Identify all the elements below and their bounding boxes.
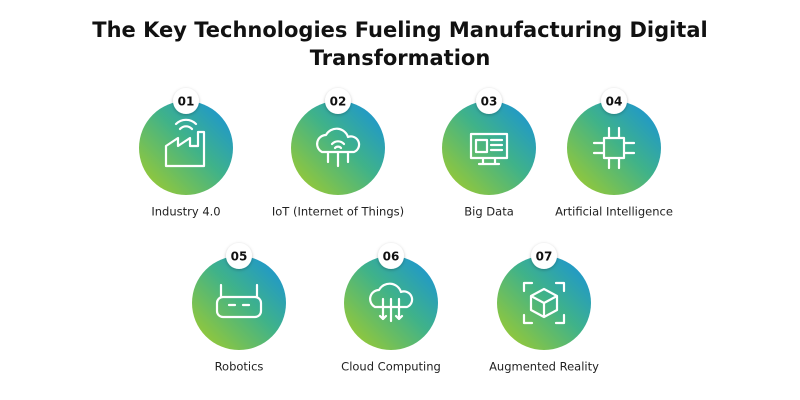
number-badge [173,88,199,114]
tech-label: Cloud Computing [341,360,441,374]
tech-card: 01 Industry 4.0 [139,88,233,219]
number-badge [378,243,404,269]
tech-label: Robotics [215,360,264,374]
tech-card: 03 Big Data [442,88,536,219]
tech-icon [592,126,636,170]
number-badge [476,88,502,114]
number: 05 [231,250,248,264]
tech-label: Big Data [464,205,514,219]
tech-label: Industry 4.0 [151,205,220,219]
number: 03 [481,95,498,109]
title: Transformation [310,46,491,70]
tech-circle [139,101,233,195]
number: 02 [330,95,347,109]
tech-circle [567,101,661,195]
tech-card: 05 Robotics [192,243,286,374]
number-badge [325,88,351,114]
number: 06 [383,250,400,264]
number-badge [226,243,252,269]
tech-circle [192,256,286,350]
number: 01 [178,95,195,109]
tech-icon [215,283,263,319]
tech-card: 04 Artificial Intelligence [555,88,673,219]
tech-card: 07 Augmented Reality [489,243,599,374]
number: 04 [606,95,623,109]
tech-label: IoT (Internet of Things) [272,205,404,219]
tech-circle [291,101,385,195]
number-badge [531,243,557,269]
tech-icon [164,118,206,168]
tech-label: Augmented Reality [489,360,599,374]
tech-card: 06 Cloud Computing [341,243,441,374]
number-badge [601,88,627,114]
title: The Key Technologies Fueling Manufacturi… [92,18,707,42]
tech-icon [469,132,509,166]
tech-icon [522,281,566,325]
number: 07 [536,250,553,264]
tech-icon [316,127,361,168]
tech-label: Artificial Intelligence [555,205,673,219]
tech-icon [369,282,414,323]
tech-circle [442,101,536,195]
tech-card: 02 IoT (Internet of Things) [272,88,404,219]
